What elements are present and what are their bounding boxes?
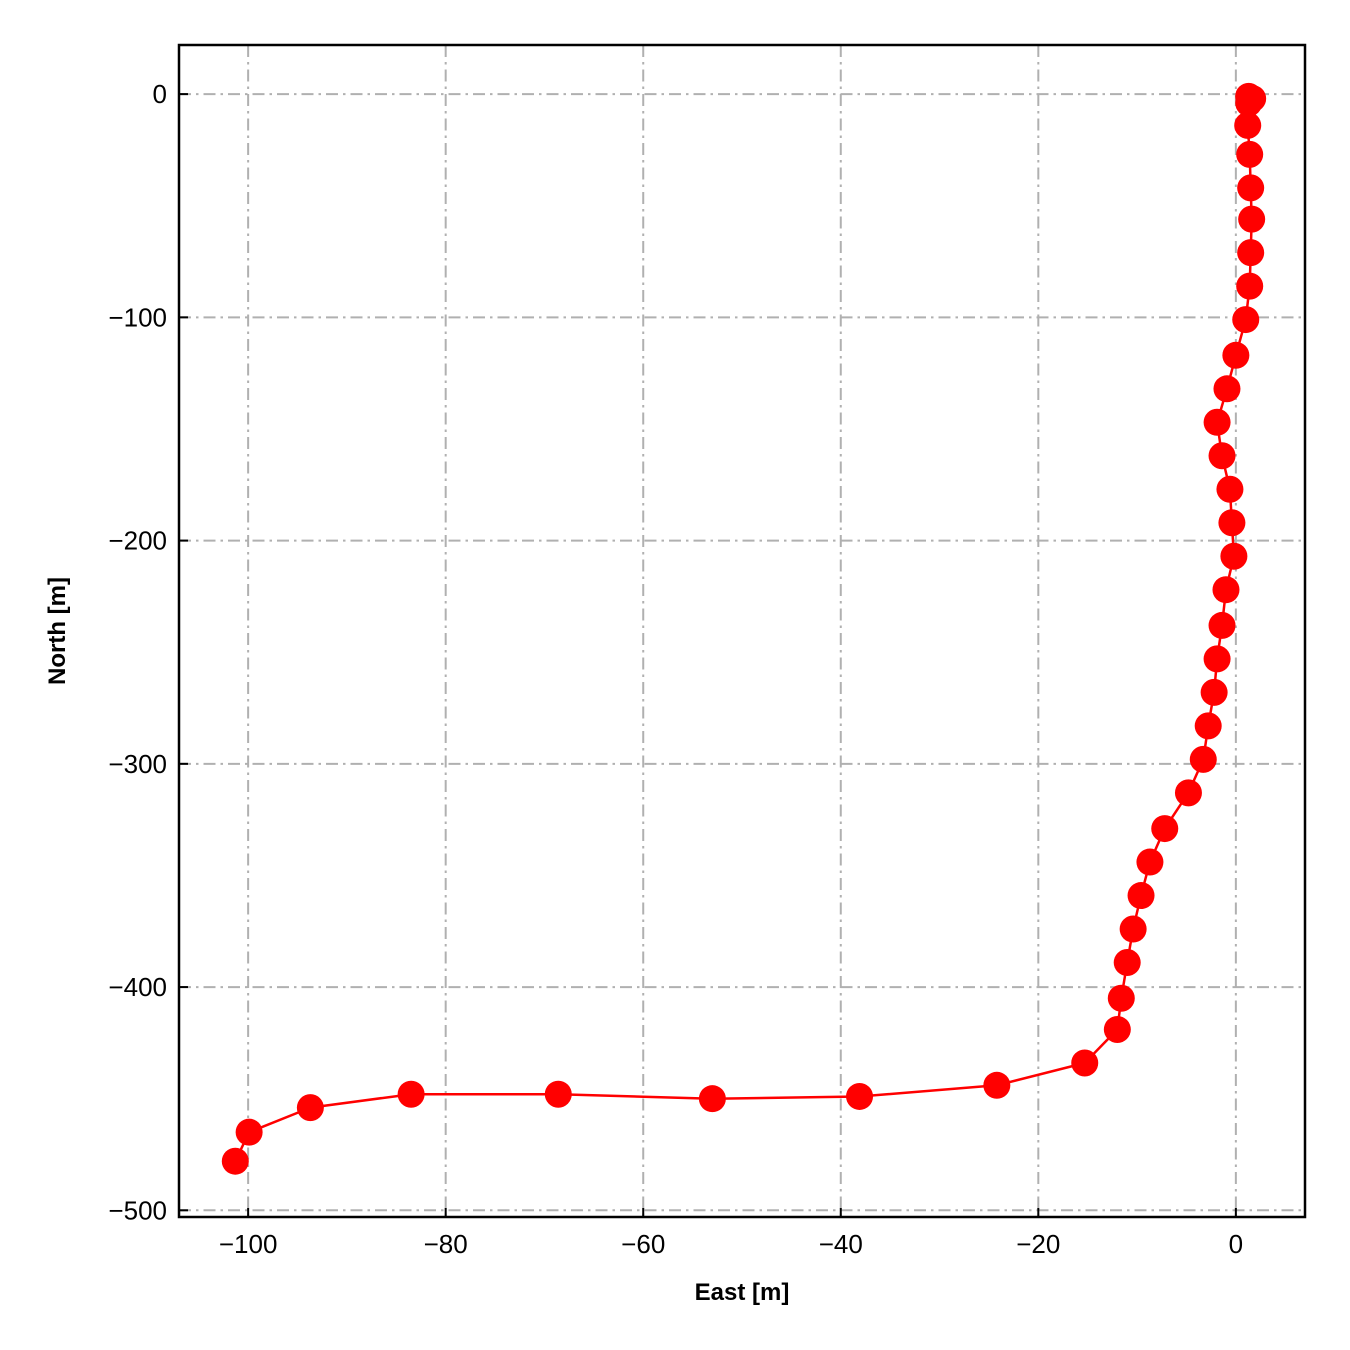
trajectory-point xyxy=(1174,779,1202,807)
trajectory-point xyxy=(296,1094,324,1122)
trajectory-point xyxy=(1208,442,1236,470)
y-tick-label: −400 xyxy=(108,972,167,1002)
trajectory-point xyxy=(1194,712,1222,740)
trajectory-line xyxy=(234,95,1254,1162)
trajectory-point xyxy=(1234,111,1262,139)
trajectory-point xyxy=(1220,542,1248,570)
trajectory-point xyxy=(698,1085,726,1113)
trajectory-point xyxy=(1236,140,1264,168)
x-tick-label: 0 xyxy=(1229,1229,1243,1259)
trajectory-point xyxy=(1208,611,1236,639)
x-tick-label: −40 xyxy=(819,1229,863,1259)
trajectory-point xyxy=(1151,815,1179,843)
y-tick-label: −100 xyxy=(108,302,167,332)
trajectory-point xyxy=(1237,174,1265,202)
ticks: −100 −80 −60 −40 −20 00−100−200−300−400−500 xyxy=(108,79,1243,1259)
trajectory-point xyxy=(1216,475,1244,503)
trajectory-point xyxy=(983,1071,1011,1099)
trajectory-point xyxy=(1071,1049,1099,1077)
y-tick-label: −500 xyxy=(108,1195,167,1225)
trajectory-point xyxy=(1222,341,1250,369)
trajectory-point xyxy=(1119,915,1147,943)
trajectory-point xyxy=(1200,678,1228,706)
trajectory-point xyxy=(1136,848,1164,876)
trajectory-point xyxy=(1235,89,1263,117)
trajectory-point xyxy=(544,1080,572,1108)
x-tick-label: −60 xyxy=(621,1229,665,1259)
y-tick-label: −200 xyxy=(108,526,167,556)
trajectory-point xyxy=(1237,239,1265,267)
trajectory-point xyxy=(1236,272,1264,300)
trajectory-point xyxy=(1127,882,1155,910)
trajectory-point xyxy=(1189,745,1217,773)
trajectory-point xyxy=(397,1080,425,1108)
trajectory-point xyxy=(1218,509,1246,537)
trajectory-point xyxy=(1203,408,1231,436)
trajectory-point xyxy=(221,1147,249,1175)
x-tick-label: −20 xyxy=(1016,1229,1060,1259)
trajectory-point xyxy=(846,1082,874,1110)
trajectory-point xyxy=(1103,1015,1131,1043)
x-tick-label: −80 xyxy=(424,1229,468,1259)
trajectory-point xyxy=(1213,375,1241,403)
x-tick-label: −100 xyxy=(219,1229,278,1259)
trajectory-point xyxy=(1107,984,1135,1012)
y-axis-title: North [m] xyxy=(44,577,71,685)
plot-data xyxy=(221,82,1267,1175)
x-axis-title: East [m] xyxy=(695,1279,790,1306)
trajectory-point xyxy=(1232,306,1260,334)
trajectory-point xyxy=(235,1118,263,1146)
trajectory-point xyxy=(1212,576,1240,604)
y-tick-label: 0 xyxy=(153,79,167,109)
y-tick-label: −300 xyxy=(108,749,167,779)
trajectory-point xyxy=(1113,949,1141,977)
trajectory-point xyxy=(1238,205,1266,233)
plot-frame xyxy=(177,43,1307,1219)
trajectory-point xyxy=(1203,645,1231,673)
